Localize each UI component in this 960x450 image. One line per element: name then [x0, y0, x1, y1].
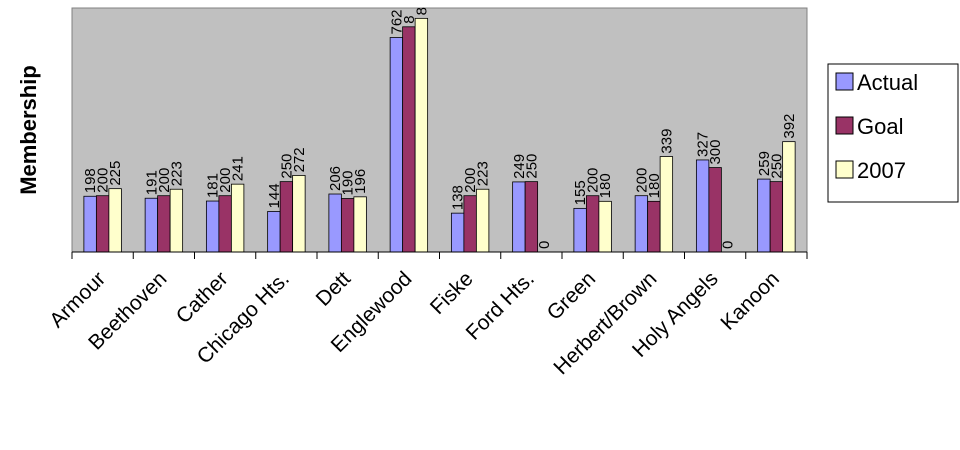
data-label-2007-10: 0 — [720, 241, 737, 249]
data-label-actual-1: 191 — [143, 170, 160, 195]
category-label-11: Kanoon — [716, 267, 783, 334]
data-label-actual-9: 200 — [633, 168, 650, 193]
bar-2007-6 — [475, 188, 490, 253]
data-label-2007-8: 180 — [597, 173, 614, 198]
data-label-2007-2: 241 — [230, 156, 247, 181]
bar-actual-6 — [450, 212, 465, 253]
bar-goal-11 — [769, 181, 784, 253]
bar-actual-11 — [757, 178, 771, 253]
data-label-2007-5: 8 — [413, 7, 430, 15]
data-label-actual-11: 259 — [756, 151, 773, 176]
bar-actual-9 — [634, 195, 649, 253]
x-ticks-layer — [71, 252, 808, 259]
bar-actual-0 — [83, 195, 97, 253]
data-label-goal-0: 200 — [95, 168, 112, 193]
bar-2007-8 — [598, 200, 612, 253]
data-label-actual-0: 198 — [82, 168, 99, 193]
data-label-2007-4: 196 — [352, 169, 369, 194]
data-label-goal-3: 250 — [278, 154, 295, 179]
data-label-actual-8: 155 — [572, 180, 589, 205]
legend-label-2007: 2007 — [857, 158, 906, 183]
data-label-goal-8: 200 — [585, 168, 602, 193]
data-label-goal-2: 200 — [217, 168, 234, 193]
data-label-goal-10: 300 — [707, 140, 724, 165]
data-label-actual-2: 181 — [205, 173, 222, 198]
category-label-6: Fiske — [426, 267, 478, 319]
data-label-goal-11: 250 — [768, 154, 785, 179]
data-label-actual-6: 138 — [450, 185, 467, 210]
category-label-8: Green — [543, 267, 601, 325]
bar-goal-4 — [340, 198, 355, 253]
bar-2007-4 — [353, 196, 367, 253]
legend-label-actual: Actual — [857, 70, 918, 95]
bar-2007-2 — [230, 183, 245, 253]
bar-goal-2 — [218, 195, 232, 253]
bar-actual-10 — [695, 159, 710, 253]
category-label-4: Dett — [312, 267, 356, 311]
data-label-2007-9: 339 — [658, 129, 675, 154]
y-axis-label: Membership — [16, 65, 41, 195]
data-label-goal-5: 8 — [401, 15, 418, 23]
bar-actual-1 — [144, 197, 159, 253]
bar-2007-3 — [292, 175, 306, 253]
bar-actual-3 — [267, 211, 281, 253]
data-label-goal-7: 250 — [523, 154, 540, 179]
bar-actual-8 — [573, 207, 587, 253]
data-label-2007-11: 392 — [781, 114, 798, 139]
legend-swatch-goal — [835, 116, 854, 135]
category-label-7: Ford Hts. — [462, 267, 539, 344]
bar-goal-9 — [647, 200, 661, 253]
bar-actual-2 — [205, 200, 220, 253]
data-label-2007-3: 272 — [291, 147, 308, 172]
bars-layer — [83, 17, 796, 253]
plot-area — [71, 7, 808, 253]
data-label-2007-1: 223 — [168, 161, 185, 186]
bar-actual-7 — [512, 181, 526, 253]
bar-goal-5 — [402, 26, 416, 253]
bar-2007-5 — [414, 17, 429, 253]
data-label-goal-9: 180 — [646, 173, 663, 198]
legend-label-goal: Goal — [857, 114, 903, 139]
bar-2007-9 — [659, 156, 674, 253]
data-label-actual-5: 762 — [388, 9, 405, 34]
data-label-goal-1: 200 — [156, 168, 173, 193]
data-label-goal-6: 200 — [462, 168, 479, 193]
bar-2007-0 — [108, 188, 122, 253]
data-label-2007-0: 225 — [107, 161, 124, 186]
data-label-actual-7: 249 — [511, 154, 528, 179]
bar-goal-10 — [708, 167, 722, 253]
bar-goal-0 — [95, 195, 110, 253]
category-label-2: Cather — [172, 267, 233, 328]
data-label-2007-6: 223 — [475, 161, 492, 186]
bar-goal-1 — [157, 195, 171, 253]
legend: Actual Goal 2007 — [827, 63, 959, 203]
bar-actual-5 — [389, 37, 404, 253]
data-label-goal-4: 190 — [340, 170, 357, 195]
bar-actual-4 — [328, 193, 342, 253]
data-label-actual-10: 327 — [695, 132, 712, 157]
data-label-actual-4: 206 — [327, 166, 344, 191]
bar-2007-1 — [169, 188, 184, 253]
data-label-actual-3: 144 — [266, 183, 283, 208]
legend-swatch-2007 — [835, 160, 854, 179]
legend-swatch-actual — [835, 72, 854, 91]
data-label-2007-7: 0 — [536, 241, 553, 249]
